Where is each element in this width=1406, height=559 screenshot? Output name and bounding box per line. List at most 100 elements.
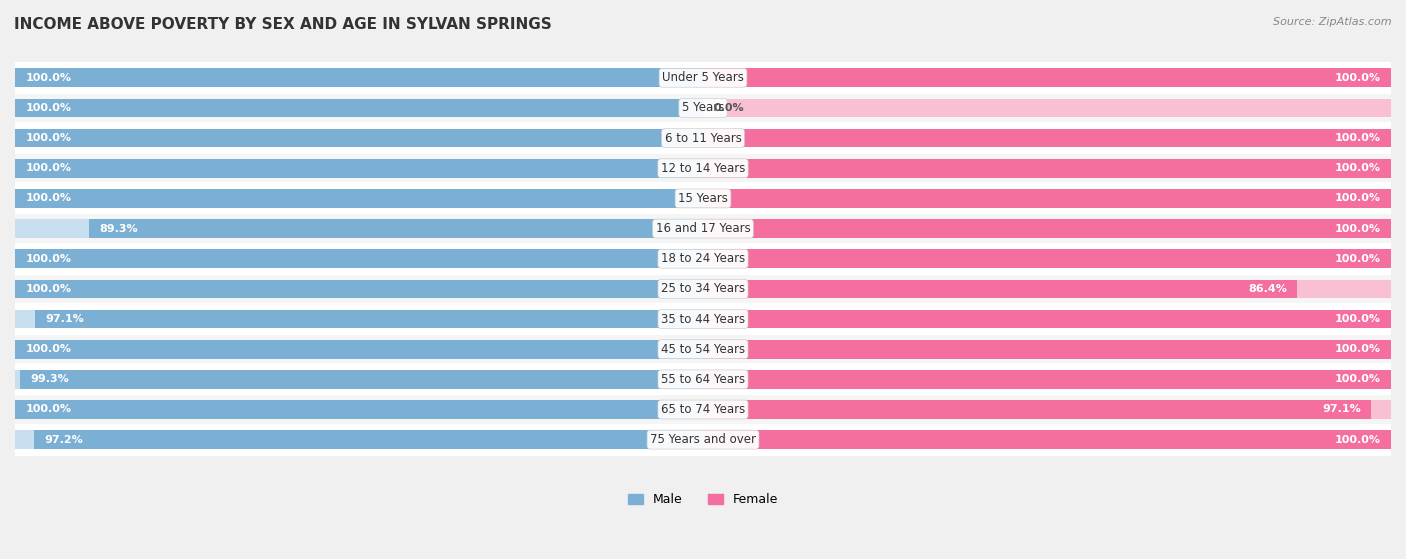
Text: 45 to 54 Years: 45 to 54 Years [661,343,745,356]
Text: 100.0%: 100.0% [25,254,72,264]
Bar [15,244,1391,274]
Bar [15,340,703,358]
Bar [15,123,1391,153]
Bar [15,98,703,117]
Bar [15,304,1391,334]
Bar [89,219,703,238]
Text: 0.0%: 0.0% [713,103,744,113]
Text: 15 Years: 15 Years [678,192,728,205]
Text: 16 and 17 Years: 16 and 17 Years [655,222,751,235]
Bar [15,153,1391,183]
Text: 100.0%: 100.0% [25,163,72,173]
Text: 55 to 64 Years: 55 to 64 Years [661,373,745,386]
Bar [703,189,1391,208]
Bar [15,280,703,299]
Bar [15,93,1391,123]
Text: 65 to 74 Years: 65 to 74 Years [661,403,745,416]
Text: Source: ZipAtlas.com: Source: ZipAtlas.com [1274,17,1392,27]
Bar [15,370,703,389]
Text: INCOME ABOVE POVERTY BY SEX AND AGE IN SYLVAN SPRINGS: INCOME ABOVE POVERTY BY SEX AND AGE IN S… [14,17,551,32]
Text: Under 5 Years: Under 5 Years [662,72,744,84]
Bar [15,219,703,238]
Text: 100.0%: 100.0% [1334,435,1381,444]
Bar [15,425,1391,454]
Text: 18 to 24 Years: 18 to 24 Years [661,252,745,265]
Bar [15,280,703,299]
Text: 25 to 34 Years: 25 to 34 Years [661,282,745,295]
Bar [703,159,1391,178]
Text: 100.0%: 100.0% [1334,375,1381,385]
Text: 100.0%: 100.0% [1334,254,1381,264]
Bar [703,370,1391,389]
Text: 6 to 11 Years: 6 to 11 Years [665,131,741,145]
Text: 100.0%: 100.0% [1334,193,1381,203]
Bar [15,98,703,117]
Bar [15,189,703,208]
Text: 100.0%: 100.0% [1334,314,1381,324]
Bar [15,129,703,148]
Bar [703,219,1391,238]
Text: 97.1%: 97.1% [1322,405,1361,414]
Bar [703,430,1391,449]
Bar [703,189,1391,208]
Bar [15,249,703,268]
Bar [15,189,703,208]
Text: 100.0%: 100.0% [25,193,72,203]
Bar [15,183,1391,214]
Bar [35,310,703,328]
Bar [703,400,1371,419]
Bar [15,364,1391,394]
Bar [703,340,1391,358]
Bar [15,340,703,358]
Bar [703,129,1391,148]
Bar [703,400,1391,419]
Bar [703,340,1391,358]
Bar [703,159,1391,178]
Bar [703,249,1391,268]
Text: 35 to 44 Years: 35 to 44 Years [661,312,745,325]
Text: 100.0%: 100.0% [25,344,72,354]
Text: 75 Years and over: 75 Years and over [650,433,756,446]
Text: 100.0%: 100.0% [25,405,72,414]
Bar [15,63,1391,93]
Bar [703,370,1391,389]
Text: 100.0%: 100.0% [1334,163,1381,173]
Text: 97.2%: 97.2% [45,435,83,444]
Bar [15,68,703,87]
Bar [20,370,703,389]
Text: 86.4%: 86.4% [1249,284,1286,294]
Bar [15,310,703,328]
Text: 100.0%: 100.0% [1334,133,1381,143]
Bar [15,430,703,449]
Bar [15,159,703,178]
Bar [703,249,1391,268]
Bar [703,280,1298,299]
Bar [34,430,703,449]
Text: 100.0%: 100.0% [1334,73,1381,83]
Text: 100.0%: 100.0% [25,284,72,294]
Text: 100.0%: 100.0% [25,103,72,113]
Bar [15,395,1391,424]
Bar [15,68,703,87]
Bar [703,68,1391,87]
Text: 99.3%: 99.3% [30,375,69,385]
Bar [703,310,1391,328]
Bar [703,219,1391,238]
Bar [703,98,1391,117]
Text: 100.0%: 100.0% [1334,224,1381,234]
Bar [15,129,703,148]
Text: 100.0%: 100.0% [25,73,72,83]
Text: 100.0%: 100.0% [25,133,72,143]
Bar [15,274,1391,304]
Legend: Male, Female: Male, Female [623,488,783,511]
Text: 12 to 14 Years: 12 to 14 Years [661,162,745,175]
Bar [703,68,1391,87]
Bar [15,159,703,178]
Text: 100.0%: 100.0% [1334,344,1381,354]
Bar [15,400,703,419]
Bar [703,310,1391,328]
Bar [15,214,1391,244]
Bar [703,430,1391,449]
Bar [703,280,1391,299]
Text: 89.3%: 89.3% [98,224,138,234]
